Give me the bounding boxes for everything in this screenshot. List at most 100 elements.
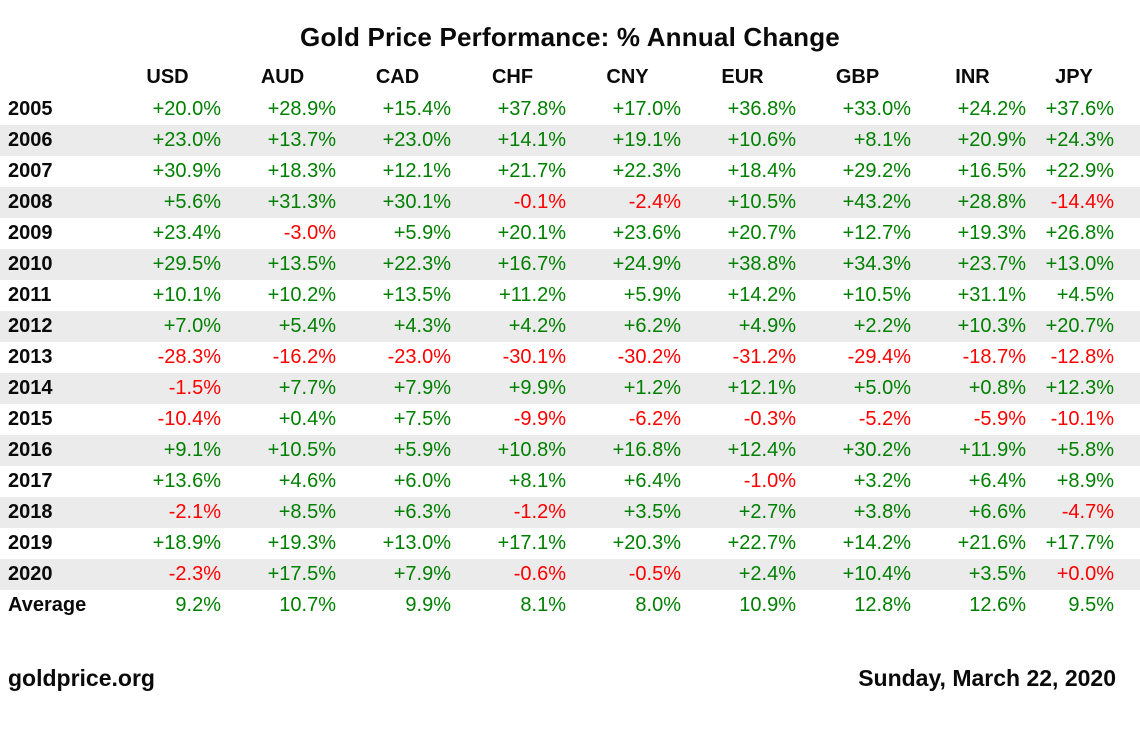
value-cell: -4.7%	[1061, 501, 1114, 523]
value-cell: +9.9%	[508, 377, 566, 399]
column-header-usd: USD	[146, 66, 189, 88]
row-label: 2016	[8, 439, 53, 461]
value-cell: -2.1%	[168, 501, 221, 523]
value-cell: -31.2%	[732, 346, 796, 368]
value-cell: -3.0%	[283, 222, 336, 244]
row-label: 2019	[8, 532, 53, 554]
value-cell: -1.0%	[743, 470, 796, 492]
table-row-2020: 2020 -2.3% +17.5% +7.9% -0.6% -0.5% +2.4% +10.4…	[0, 559, 1140, 590]
value-cell: +10.5%	[267, 439, 336, 461]
value-cell: +16.7%	[497, 253, 566, 275]
value-cell: +30.9%	[152, 160, 221, 182]
row-label: 2012	[8, 315, 53, 337]
row-label: 2008	[8, 191, 53, 213]
value-cell: +20.9%	[957, 129, 1026, 151]
value-cell: +13.5%	[267, 253, 336, 275]
column-header-cad: CAD	[375, 66, 420, 88]
value-cell: -0.3%	[743, 408, 796, 430]
value-cell: +12.3%	[1045, 377, 1114, 399]
value-cell: +30.1%	[382, 191, 451, 213]
value-cell: +9.1%	[163, 439, 221, 461]
value-cell: +7.7%	[278, 377, 336, 399]
value-cell: +5.9%	[393, 222, 451, 244]
row-label: 2011	[8, 284, 52, 306]
date-label: Sunday, March 22, 2020	[858, 665, 1116, 691]
value-cell: 12.8%	[854, 594, 911, 616]
table-row-2018: 2018 -2.1% +8.5% +6.3% -1.2% +3.5% +2.7% +3.8% +…	[0, 497, 1140, 528]
column-header-gbp: GBP	[835, 66, 880, 88]
value-cell: +15.4%	[382, 98, 451, 120]
value-cell: +22.3%	[382, 253, 451, 275]
table-row-2009: 2009 +23.4% -3.0% +5.9% +20.1% +23.6% +20.7% +1…	[0, 218, 1140, 249]
value-cell: +10.3%	[957, 315, 1026, 337]
value-cell: +24.9%	[612, 253, 681, 275]
spacer-cell	[1118, 187, 1140, 218]
table-row-2016: 2016 +9.1% +10.5% +5.9% +10.8% +16.8% +12.4% +3…	[0, 435, 1140, 466]
value-cell: +20.1%	[497, 222, 566, 244]
site-label: goldprice.org	[8, 665, 155, 691]
value-cell: +8.5%	[278, 501, 336, 523]
table-body: 2005 +20.0% +28.9% +15.4% +37.8% +17.0% +36.8%…	[0, 94, 1140, 621]
value-cell: +5.4%	[278, 315, 336, 337]
value-cell: +13.6%	[152, 470, 221, 492]
value-cell: +26.8%	[1045, 222, 1114, 244]
value-cell: +13.0%	[382, 532, 451, 554]
value-cell: +21.6%	[957, 532, 1026, 554]
value-cell: +0.4%	[278, 408, 336, 430]
value-cell: +22.7%	[727, 532, 796, 554]
value-cell: 9.5%	[1068, 594, 1114, 616]
value-cell: +3.5%	[968, 563, 1026, 585]
table-row-2013: 2013 -28.3% -16.2% -23.0% -30.1% -30.2% -31.2%…	[0, 342, 1140, 373]
value-cell: +12.4%	[727, 439, 796, 461]
value-cell: +18.4%	[727, 160, 796, 182]
row-label: 2005	[8, 98, 53, 120]
row-label: 2018	[8, 501, 53, 523]
spacer-cell	[1118, 466, 1140, 497]
spacer-cell	[1118, 249, 1140, 280]
value-cell: -29.4%	[847, 346, 911, 368]
value-cell: +10.6%	[727, 129, 796, 151]
value-cell: +8.9%	[1056, 470, 1114, 492]
row-label: 2010	[8, 253, 53, 275]
value-cell: -18.7%	[962, 346, 1026, 368]
value-cell: +17.1%	[497, 532, 566, 554]
value-cell: -14.4%	[1050, 191, 1114, 213]
value-cell: +6.0%	[393, 470, 451, 492]
value-cell: +29.2%	[842, 160, 911, 182]
value-cell: +3.8%	[853, 501, 911, 523]
value-cell: 9.2%	[175, 594, 221, 616]
row-label: Average	[8, 594, 87, 616]
value-cell: 10.7%	[279, 594, 336, 616]
value-cell: +37.6%	[1045, 98, 1114, 120]
header-row: USD AUD CAD CHF CNY EUR GBP INR JPY	[0, 61, 1140, 94]
column-header-aud: AUD	[260, 66, 305, 88]
value-cell: +13.7%	[267, 129, 336, 151]
value-cell: +19.3%	[267, 532, 336, 554]
value-cell: -0.6%	[513, 563, 566, 585]
value-cell: +5.6%	[163, 191, 221, 213]
value-cell: +34.3%	[842, 253, 911, 275]
annual-change-table: USD AUD CAD CHF CNY EUR GBP INR JPY 2005 +20.0% +2…	[0, 61, 1140, 621]
value-cell: +30.2%	[842, 439, 911, 461]
value-cell: +21.7%	[497, 160, 566, 182]
value-cell: +19.3%	[957, 222, 1026, 244]
spacer-cell	[1118, 218, 1140, 249]
value-cell: +0.8%	[968, 377, 1026, 399]
value-cell: +12.1%	[382, 160, 451, 182]
value-cell: +3.2%	[853, 470, 911, 492]
value-cell: +23.7%	[957, 253, 1026, 275]
value-cell: +10.5%	[842, 284, 911, 306]
spacer-cell	[1118, 528, 1140, 559]
value-cell: +24.2%	[957, 98, 1026, 120]
spacer-cell	[1118, 311, 1140, 342]
value-cell: -2.4%	[628, 191, 681, 213]
column-header-chf: CHF	[491, 66, 534, 88]
value-cell: +14.2%	[727, 284, 796, 306]
row-label: 2006	[8, 129, 53, 151]
footer: goldprice.org Sunday, March 22, 2020	[0, 665, 1140, 692]
spacer-cell	[1118, 404, 1140, 435]
value-cell: +23.0%	[152, 129, 221, 151]
value-cell: +13.5%	[382, 284, 451, 306]
value-cell: -28.3%	[157, 346, 221, 368]
